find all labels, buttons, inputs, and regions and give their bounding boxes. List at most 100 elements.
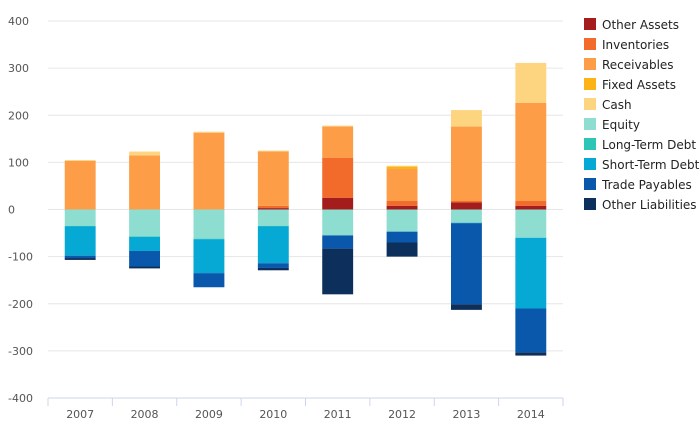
bar-segment[interactable] (386, 165, 418, 167)
bar-segment[interactable] (129, 250, 161, 267)
y-tick-label: 0 (8, 204, 15, 217)
bar-segment[interactable] (515, 237, 547, 309)
bar-segment[interactable] (515, 308, 547, 353)
x-tick-label: 2011 (324, 408, 352, 421)
bars (64, 62, 547, 356)
y-tick-label: 400 (8, 15, 29, 28)
bar-segment[interactable] (193, 239, 225, 274)
bar-segment[interactable] (64, 258, 96, 260)
bar-segment[interactable] (257, 205, 289, 209)
y-tick-label: 200 (8, 109, 29, 122)
bar-segment[interactable] (193, 209, 225, 239)
bar-segment[interactable] (257, 151, 289, 206)
legend-label[interactable]: Fixed Assets (602, 78, 676, 92)
bar-segment[interactable] (64, 226, 96, 256)
legend-swatch (584, 38, 596, 50)
bar-segment[interactable] (129, 236, 161, 237)
bar-segment[interactable] (193, 132, 225, 210)
axes: 400 300 200 100 0 -100 -200 -300 -400 2007 2008 200… (8, 15, 564, 421)
grid-lines (48, 20, 563, 352)
bar-segment[interactable] (450, 209, 482, 223)
bar-segment[interactable] (193, 273, 225, 288)
bar-segment[interactable] (257, 209, 289, 226)
bar-segment[interactable] (322, 235, 354, 249)
legend-swatch (584, 78, 596, 90)
bar-segment[interactable] (515, 209, 547, 238)
y-tick-label: 300 (8, 62, 29, 75)
x-tick-label: 2012 (388, 408, 416, 421)
legend-swatch (584, 138, 596, 150)
legend-swatch (584, 58, 596, 70)
legend-label[interactable]: Inventories (602, 38, 669, 52)
bar-segment[interactable] (129, 266, 161, 269)
bar-segment[interactable] (257, 226, 289, 264)
bar-segment[interactable] (515, 205, 547, 210)
bar-segment[interactable] (257, 150, 289, 152)
bar-segment[interactable] (386, 242, 418, 257)
bar-segment[interactable] (450, 126, 482, 202)
bar-segment[interactable] (129, 151, 161, 156)
bar-segment[interactable] (450, 110, 482, 127)
bar-segment[interactable] (322, 197, 354, 210)
bar-segment[interactable] (257, 267, 289, 271)
y-tick-label: 100 (8, 156, 29, 169)
bar-segment[interactable] (450, 223, 482, 305)
bar-segment[interactable] (257, 225, 289, 227)
bar-segment[interactable] (386, 201, 418, 206)
bar-segment[interactable] (450, 304, 482, 310)
legend-label[interactable]: Equity (602, 118, 640, 132)
bar-segment[interactable] (129, 236, 161, 251)
legend-label[interactable]: Receivables (602, 58, 674, 72)
bar-segment[interactable] (386, 205, 418, 210)
x-tick-label: 2007 (66, 408, 94, 421)
legend-label[interactable]: Cash (602, 98, 632, 112)
bar-segment[interactable] (322, 248, 354, 295)
bar-segment[interactable] (322, 157, 354, 198)
bar-segment[interactable] (129, 209, 161, 237)
bar-segment[interactable] (322, 126, 354, 158)
legend-label[interactable]: Trade Payables (601, 178, 692, 192)
legend-label[interactable]: Other Liabilities (602, 198, 697, 212)
legend-swatch (584, 118, 596, 130)
bar-segment[interactable] (193, 238, 225, 240)
x-tick-label: 2013 (452, 408, 480, 421)
bar-segment[interactable] (515, 102, 547, 202)
bar-segment[interactable] (450, 201, 482, 203)
x-tick-label: 2008 (131, 408, 159, 421)
bar-segment[interactable] (64, 160, 96, 161)
bar-segment[interactable] (450, 202, 482, 210)
y-tick-label: -300 (8, 345, 33, 358)
x-tick-label: 2014 (517, 408, 545, 421)
bar-segment[interactable] (386, 166, 418, 169)
bar-segment[interactable] (64, 225, 96, 227)
bar-segment[interactable] (64, 255, 96, 259)
bar-segment[interactable] (322, 209, 354, 236)
legend-swatch (584, 98, 596, 110)
legend-swatch (584, 158, 596, 170)
bar-segment[interactable] (386, 231, 418, 243)
y-tick-label: -200 (8, 298, 33, 311)
legend-label[interactable]: Other Assets (602, 18, 679, 32)
bar-segment[interactable] (515, 201, 547, 206)
bar-segment[interactable] (515, 62, 547, 103)
bar-segment[interactable] (193, 131, 225, 133)
bar-segment[interactable] (450, 222, 482, 224)
y-tick-label: -400 (8, 392, 33, 405)
bar-segment[interactable] (322, 125, 354, 127)
bar-segment[interactable] (515, 352, 547, 356)
bar-segment[interactable] (129, 155, 161, 210)
bar-segment[interactable] (386, 209, 418, 232)
bar-segment[interactable] (386, 168, 418, 202)
legend-label[interactable]: Long-Term Debt (602, 138, 696, 152)
x-tick-label: 2010 (259, 408, 287, 421)
bar-segment[interactable] (257, 263, 289, 268)
y-tick-label: -100 (8, 251, 33, 264)
legend-swatch (584, 18, 596, 30)
bar-segment[interactable] (257, 208, 289, 210)
bar-segment[interactable] (64, 160, 96, 210)
legend-label[interactable]: Short-Term Debt (602, 158, 700, 172)
bar-segment[interactable] (64, 209, 96, 226)
legend-swatch (584, 178, 596, 190)
